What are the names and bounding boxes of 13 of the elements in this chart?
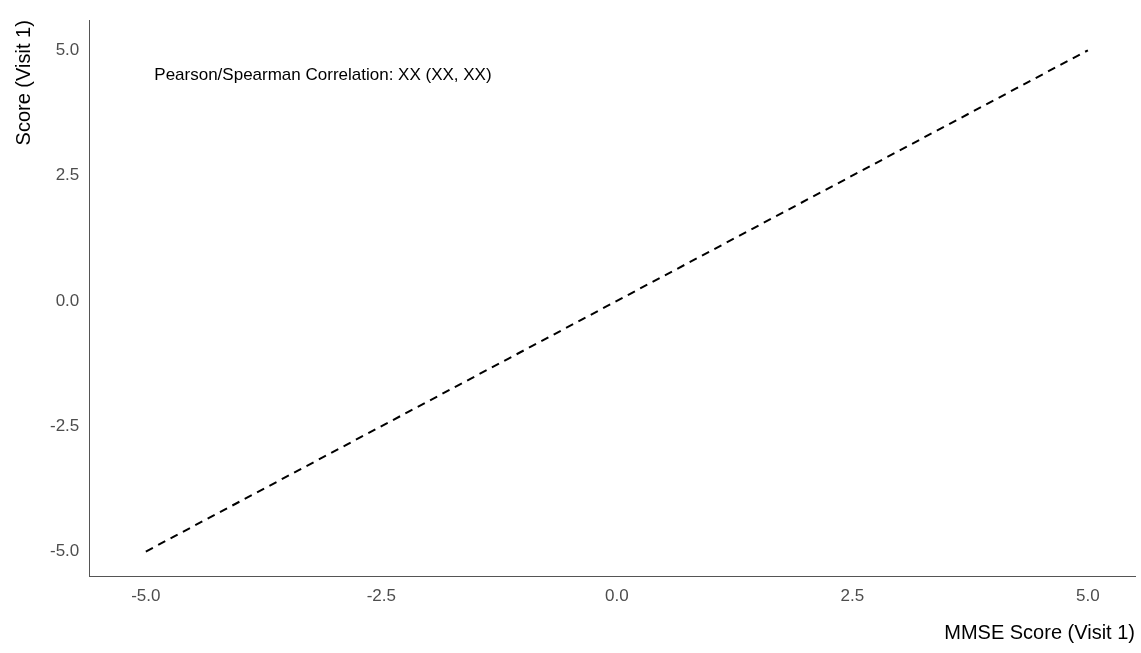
y-tick-label: -5.0 [50, 541, 80, 561]
x-tick-label: 5.0 [1076, 586, 1100, 606]
x-tick-label: -5.0 [131, 586, 161, 606]
x-tick-label: -2.5 [366, 586, 396, 606]
y-tick-label: 2.5 [55, 165, 80, 185]
y-tick-label: 0.0 [55, 290, 80, 310]
x-tick-label: 2.5 [840, 586, 865, 606]
annotation: Pearson/Spearman Correlation: XX (XX, XX) [154, 64, 492, 84]
y-tick-label: -2.5 [50, 415, 80, 435]
y-tick-label: 5.0 [55, 39, 80, 59]
x-axis-title: MMSE Score (Visit 1) [944, 620, 1135, 643]
x-tick-label: 0.0 [605, 586, 629, 606]
y-axis-title: Score (Visit 1) [11, 20, 34, 146]
